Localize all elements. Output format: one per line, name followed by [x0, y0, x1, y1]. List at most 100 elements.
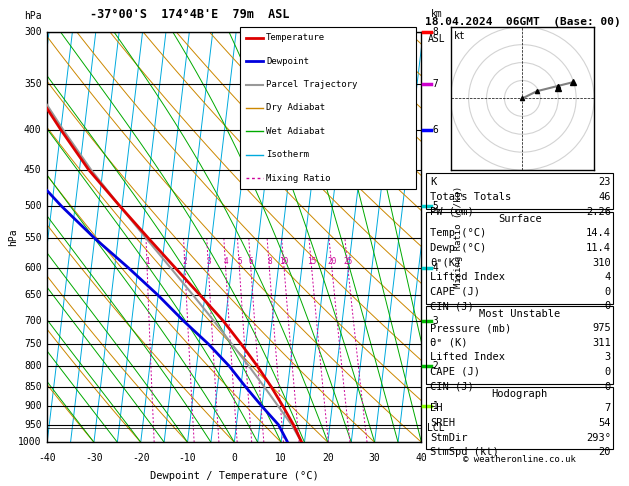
Text: Temperature: Temperature — [266, 33, 325, 42]
Text: -40: -40 — [38, 452, 56, 463]
Text: θᵉ (K): θᵉ (K) — [430, 338, 468, 348]
Text: 310: 310 — [592, 258, 611, 268]
Text: Lifted Index: Lifted Index — [430, 352, 505, 363]
Text: StmSpd (kt): StmSpd (kt) — [430, 447, 499, 457]
Text: 30: 30 — [369, 452, 381, 463]
Text: kt: kt — [454, 31, 465, 41]
Text: Lifted Index: Lifted Index — [430, 272, 505, 282]
Text: 975: 975 — [592, 323, 611, 333]
Text: Wet Adiabat: Wet Adiabat — [266, 127, 325, 136]
Text: 550: 550 — [24, 233, 42, 243]
Text: Mixing Ratio: Mixing Ratio — [266, 174, 331, 183]
Text: 11.4: 11.4 — [586, 243, 611, 253]
Text: 0: 0 — [231, 452, 237, 463]
Text: CAPE (J): CAPE (J) — [430, 287, 480, 297]
Text: 0: 0 — [604, 382, 611, 392]
Text: 293°: 293° — [586, 433, 611, 443]
Text: 25: 25 — [343, 257, 352, 266]
Text: 0: 0 — [604, 367, 611, 377]
Text: 700: 700 — [24, 315, 42, 326]
Text: 18.04.2024  06GMT  (Base: 00): 18.04.2024 06GMT (Base: 00) — [425, 17, 620, 27]
Text: Surface: Surface — [498, 214, 542, 224]
Text: Isotherm: Isotherm — [266, 150, 309, 159]
Text: StmDir: StmDir — [430, 433, 468, 443]
Text: Parcel Trajectory: Parcel Trajectory — [266, 80, 357, 89]
Text: Wet Adiabat: Wet Adiabat — [266, 127, 325, 136]
Text: Isotherm: Isotherm — [266, 150, 309, 159]
Text: Mixing Ratio (g/kg): Mixing Ratio (g/kg) — [454, 186, 464, 288]
Text: 2: 2 — [182, 257, 187, 266]
Text: ASL: ASL — [428, 34, 445, 44]
Text: 5: 5 — [237, 257, 242, 266]
Text: K: K — [430, 177, 437, 188]
Text: Most Unstable: Most Unstable — [479, 309, 560, 319]
Text: 800: 800 — [24, 361, 42, 371]
Text: 400: 400 — [24, 125, 42, 135]
Text: hPa: hPa — [24, 11, 42, 21]
Text: -10: -10 — [179, 452, 196, 463]
Text: Dewpoint: Dewpoint — [266, 57, 309, 66]
Text: 20: 20 — [322, 452, 334, 463]
Text: Temperature: Temperature — [266, 33, 325, 42]
Text: 450: 450 — [24, 165, 42, 175]
Text: CIN (J): CIN (J) — [430, 301, 474, 312]
Text: 54: 54 — [598, 418, 611, 428]
Text: 8: 8 — [267, 257, 272, 266]
Text: -30: -30 — [85, 452, 103, 463]
Text: -37°00'S  174°4B'E  79m  ASL: -37°00'S 174°4B'E 79m ASL — [90, 8, 289, 21]
Text: CIN (J): CIN (J) — [430, 382, 474, 392]
Text: 20: 20 — [327, 257, 337, 266]
Bar — [240, 27, 416, 189]
Text: 0: 0 — [604, 301, 611, 312]
Text: 46: 46 — [598, 192, 611, 202]
Text: LCL: LCL — [427, 423, 445, 434]
Text: 40: 40 — [416, 452, 427, 463]
Text: 900: 900 — [24, 401, 42, 411]
Text: 10: 10 — [276, 452, 287, 463]
Text: 20: 20 — [598, 447, 611, 457]
Text: Dewpoint: Dewpoint — [266, 57, 309, 66]
Text: 1000: 1000 — [18, 437, 42, 447]
Text: 15: 15 — [307, 257, 316, 266]
Text: 600: 600 — [24, 263, 42, 273]
Text: –2: –2 — [427, 361, 439, 371]
Text: 6: 6 — [248, 257, 253, 266]
Text: 7: 7 — [604, 403, 611, 414]
Text: –8: –8 — [427, 27, 439, 36]
Text: 0: 0 — [604, 287, 611, 297]
Text: SREH: SREH — [430, 418, 455, 428]
Text: CAPE (J): CAPE (J) — [430, 367, 480, 377]
Text: 4: 4 — [604, 272, 611, 282]
Text: 1: 1 — [145, 257, 150, 266]
Text: 850: 850 — [24, 382, 42, 392]
Text: 3: 3 — [604, 352, 611, 363]
Text: Pressure (mb): Pressure (mb) — [430, 323, 511, 333]
Text: 23: 23 — [598, 177, 611, 188]
Text: 750: 750 — [24, 339, 42, 349]
Text: –6: –6 — [427, 125, 439, 135]
Text: Temp (°C): Temp (°C) — [430, 228, 486, 239]
Text: –3: –3 — [427, 315, 439, 326]
Text: 311: 311 — [592, 338, 611, 348]
Text: –1: –1 — [427, 401, 439, 411]
Text: Dry Adiabat: Dry Adiabat — [266, 104, 325, 112]
Text: 500: 500 — [24, 201, 42, 211]
Text: Parcel Trajectory: Parcel Trajectory — [266, 80, 357, 89]
Text: –5: –5 — [427, 201, 439, 211]
Text: Dry Adiabat: Dry Adiabat — [266, 104, 325, 112]
Text: Mixing Ratio: Mixing Ratio — [266, 174, 331, 183]
Text: km: km — [430, 9, 442, 19]
Text: -20: -20 — [132, 452, 150, 463]
Text: PW (cm): PW (cm) — [430, 207, 474, 217]
Text: EH: EH — [430, 403, 443, 414]
Text: © weatheronline.co.uk: © weatheronline.co.uk — [464, 455, 576, 464]
Text: –4: –4 — [427, 263, 439, 273]
Text: 300: 300 — [24, 27, 42, 36]
Text: –7: –7 — [427, 79, 439, 89]
Text: 3: 3 — [206, 257, 211, 266]
Text: 10: 10 — [279, 257, 289, 266]
Text: 950: 950 — [24, 420, 42, 430]
Text: 2.26: 2.26 — [586, 207, 611, 217]
Text: 14.4: 14.4 — [586, 228, 611, 239]
Text: Dewpoint / Temperature (°C): Dewpoint / Temperature (°C) — [150, 471, 319, 481]
